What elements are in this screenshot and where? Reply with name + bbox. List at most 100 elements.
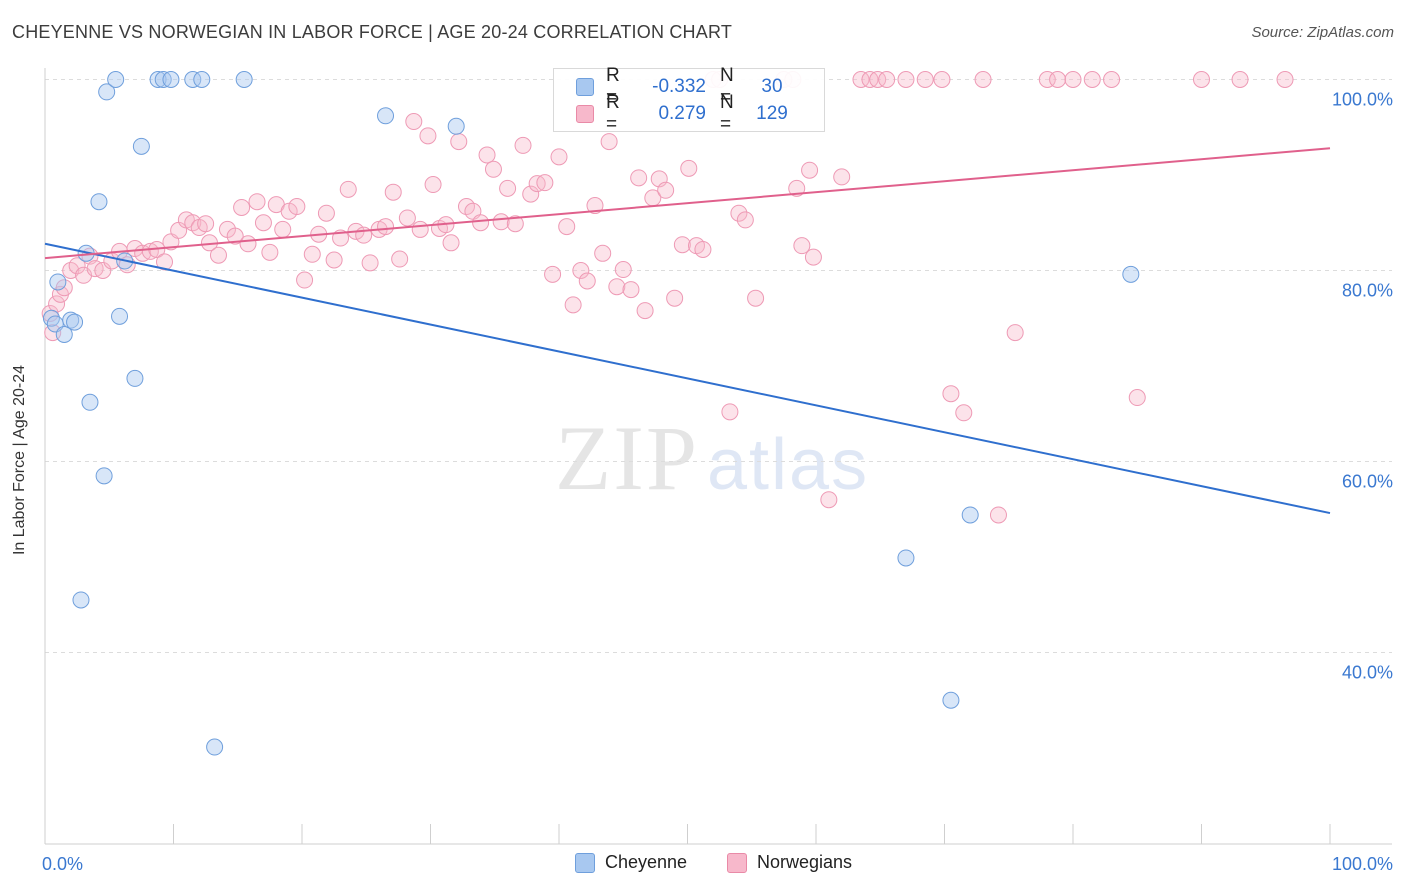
norwegian-point: [942, 385, 960, 403]
legend-r-value: -0.332: [652, 76, 706, 97]
norwegian-point: [384, 183, 402, 201]
norwegian-point: [94, 262, 112, 279]
norwegian-point: [156, 253, 174, 271]
norwegian-point: [522, 185, 540, 203]
norwegian-point: [989, 506, 1007, 524]
legend-row-norwegians: R = 0.279 N = 129: [576, 92, 794, 135]
norwegian-point: [788, 179, 806, 197]
y-tick-label: 60.0%: [1342, 472, 1393, 492]
cheyenne-point: [49, 273, 67, 291]
cheyenne-point: [98, 83, 116, 101]
norwegian-point: [536, 174, 554, 192]
norwegian-point: [450, 133, 468, 151]
x-tick-labels: 0.0% 100.0%: [42, 854, 1393, 874]
norwegian-point: [405, 113, 423, 131]
norwegian-point: [484, 160, 502, 178]
norwegian-point: [833, 168, 851, 186]
legend-swatch-norwegians: [576, 105, 594, 123]
legend-swatch-cheyenne: [576, 78, 594, 96]
norwegian-point: [1193, 71, 1210, 88]
norwegian-point: [673, 236, 691, 254]
norwegian-point: [1276, 71, 1294, 88]
norwegian-point: [630, 169, 648, 187]
norwegian-point: [801, 161, 819, 179]
legend-n-value: 30: [761, 76, 783, 97]
watermark-atlas: atlas: [707, 425, 870, 505]
norwegian-point: [694, 240, 712, 258]
x-tick-label-max: 100.0%: [1332, 854, 1393, 874]
cheyenne-point: [377, 107, 395, 125]
norwegian-point: [608, 278, 626, 296]
norwegian-point: [411, 220, 429, 238]
cheyenne-point: [95, 467, 113, 485]
norwegian-point: [897, 71, 915, 88]
cheyenne-point: [184, 71, 202, 88]
axes: [44, 68, 1392, 845]
norwegian-point: [1064, 71, 1082, 88]
norwegian-point: [666, 289, 684, 307]
norwegian-point: [303, 245, 321, 263]
series-norwegians-points: [41, 71, 1294, 524]
y-tick-label: 80.0%: [1342, 281, 1393, 301]
norwegian-point: [492, 213, 510, 231]
cheyenne-point: [55, 325, 73, 343]
norwegian-point: [472, 214, 490, 232]
norwegian-point: [514, 136, 532, 154]
norwegian-point: [398, 209, 416, 227]
norwegian-point: [261, 243, 279, 261]
norwegian-point: [852, 71, 870, 88]
watermark: ZIP atlas: [555, 405, 869, 511]
norwegian-point: [657, 181, 675, 199]
norwegian-point: [594, 244, 612, 262]
legend-item-label: Norwegians: [757, 852, 853, 872]
cheyenne-point: [162, 71, 180, 88]
cheyenne-point: [72, 591, 90, 609]
legend-swatch-norwegians: [727, 852, 747, 873]
norwegian-point: [916, 71, 934, 88]
norwegian-point: [296, 271, 314, 289]
y-tick-label: 100.0%: [1332, 90, 1393, 110]
norwegian-point: [424, 176, 442, 194]
stats-legend: R = -0.332 N = 30 R = 0.279 N = 129: [553, 65, 825, 135]
x-tick-label-min: 0.0%: [42, 854, 83, 874]
norwegian-point: [254, 214, 272, 232]
norwegian-point: [478, 146, 496, 164]
norwegian-point: [974, 71, 992, 88]
legend-r-label: R =: [606, 92, 620, 135]
legend-swatch-cheyenne: [575, 852, 595, 873]
cheyenne-point: [942, 691, 960, 709]
norwegian-point: [419, 127, 437, 145]
norwegian-point: [544, 265, 562, 283]
norwegian-point: [680, 159, 698, 177]
legend-item-label: Cheyenne: [605, 852, 688, 872]
norwegian-point: [793, 237, 811, 255]
norwegian-point: [361, 254, 379, 272]
norwegian-point: [317, 204, 335, 222]
norwegian-point: [869, 71, 887, 88]
norwegian-point: [933, 71, 951, 88]
norwegian-point: [1006, 324, 1024, 342]
cheyenne-point: [111, 307, 129, 325]
norwegian-point: [442, 234, 460, 252]
norwegian-point: [747, 289, 765, 307]
norwegian-point: [804, 248, 822, 266]
norwegian-point: [325, 251, 343, 269]
norwegian-point: [721, 403, 739, 421]
norwegian-point: [239, 235, 257, 253]
norwegian-point: [1049, 71, 1067, 88]
norwegian-point: [550, 148, 568, 166]
norwegian-point: [614, 261, 632, 279]
norwegian-point: [730, 204, 748, 222]
cheyenne-point: [90, 193, 108, 211]
norwegian-point: [564, 296, 582, 314]
norwegian-point: [274, 220, 292, 238]
norwegian-point: [499, 179, 517, 197]
norwegian-point: [1128, 389, 1146, 407]
cheyenne-point: [235, 71, 253, 88]
legend-r-label: R =: [606, 65, 620, 108]
norwegian-point: [878, 71, 896, 88]
norwegian-point: [558, 218, 576, 236]
norwegian-point: [209, 246, 227, 264]
cheyenne-point: [961, 506, 979, 524]
